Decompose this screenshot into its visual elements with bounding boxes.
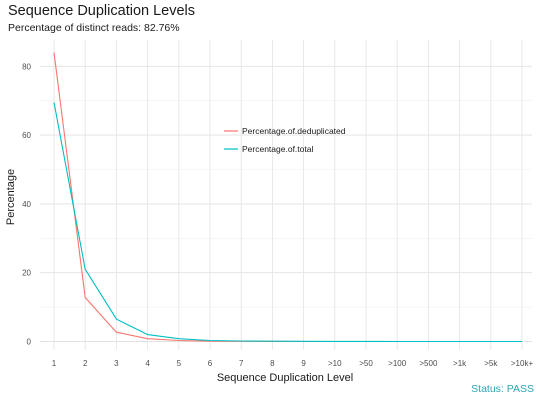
x-tick-label: 8 (270, 359, 275, 368)
x-tick-label: 6 (208, 359, 213, 368)
x-tick-label: 4 (145, 359, 150, 368)
x-tick-label: >500 (419, 359, 438, 368)
grid-lines (40, 40, 532, 350)
x-tick-label: >10k+ (511, 359, 534, 368)
y-tick-label: 60 (22, 131, 31, 140)
legend-label: Percentage.of.total (242, 144, 313, 154)
x-axis-title: Sequence Duplication Level (217, 372, 353, 384)
x-tick-label: 3 (114, 359, 119, 368)
y-tick-label: 80 (22, 62, 31, 71)
x-axis-ticks: 1 2 3 4 5 6 7 8 9 >10 >50 >100 >500 >1k >5k >10k+ (52, 359, 534, 368)
x-tick-label: >5k (484, 359, 498, 368)
x-tick-label: >100 (388, 359, 407, 368)
status-label: Status: PASS (471, 383, 534, 395)
y-axis-title: Percentage (5, 169, 17, 225)
series-lines (53, 52, 522, 343)
chart-title: Sequence Duplication Levels (8, 3, 196, 19)
series-line-2 (53, 102, 522, 343)
x-tick-label: >50 (359, 359, 373, 368)
legend-label: Percentage.of.deduplicated (242, 126, 346, 136)
x-tick-label: >1k (453, 359, 467, 368)
series-line-1 (53, 52, 522, 343)
legend: Percentage.of.deduplicated Percentage.of.… (224, 126, 346, 154)
x-tick-label: 7 (239, 359, 244, 368)
x-tick-label: 1 (52, 359, 57, 368)
y-tick-label: 40 (22, 200, 31, 209)
chart-subtitle: Percentage of distinct reads: 82.76% (8, 22, 180, 34)
x-tick-label: >10 (328, 359, 342, 368)
x-tick-label: 2 (83, 359, 88, 368)
x-tick-label: 5 (177, 359, 182, 368)
x-tick-label: 9 (301, 359, 306, 368)
y-axis-ticks: 0 20 40 60 80 (22, 62, 31, 346)
y-tick-label: 20 (22, 269, 31, 278)
y-tick-label: 0 (27, 338, 32, 347)
